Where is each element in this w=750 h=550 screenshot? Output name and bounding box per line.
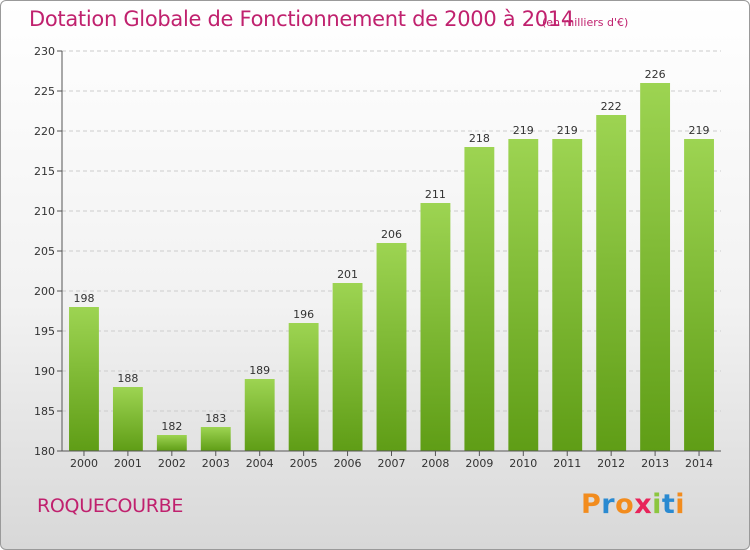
bar-value-label: 183 — [205, 412, 226, 425]
commune-name: ROQUECOURBE — [37, 495, 184, 517]
bar-value-label: 196 — [293, 308, 314, 321]
bar-value-label: 211 — [425, 188, 446, 201]
bar-value-label: 222 — [601, 100, 622, 113]
logo-letter: t — [661, 489, 676, 520]
x-tick-label: 2011 — [553, 457, 581, 470]
bar — [156, 435, 187, 451]
bar — [420, 203, 451, 451]
chart-subtitle: (en milliers d'€) — [542, 16, 629, 29]
x-tick-label: 2003 — [202, 457, 230, 470]
bar-value-label: 201 — [337, 268, 358, 281]
logo-letter: i — [675, 489, 686, 520]
bar — [376, 243, 407, 451]
bar-value-label: 206 — [381, 228, 402, 241]
logo-letter: o — [615, 489, 635, 520]
bar — [596, 115, 627, 451]
y-tick-label: 225 — [34, 85, 55, 98]
bar — [332, 283, 363, 451]
bar — [508, 139, 539, 451]
y-tick-label: 185 — [34, 405, 55, 418]
bar-value-label: 219 — [513, 124, 534, 137]
bars: 198 188 182 183 189 196 201 206 211 218 219 219 222 2… — [69, 68, 714, 451]
bar — [464, 147, 495, 451]
bar — [640, 83, 671, 451]
axes: 180 185 190 195 200 205 210 215 220 225 230 2000 200… — [34, 45, 721, 470]
y-tick-label: 205 — [34, 245, 55, 258]
x-tick-label: 2008 — [421, 457, 449, 470]
y-tick-label: 195 — [34, 325, 55, 338]
bar-value-label: 218 — [469, 132, 490, 145]
x-tick-label: 2005 — [290, 457, 318, 470]
x-tick-label: 2000 — [70, 457, 98, 470]
x-tick-label: 2013 — [641, 457, 669, 470]
logo-letter: P — [581, 489, 602, 520]
bar — [69, 307, 99, 451]
x-tick-label: 2001 — [114, 457, 142, 470]
bar — [112, 387, 143, 451]
y-tick-label: 190 — [34, 365, 55, 378]
bar — [244, 379, 275, 451]
x-tick-label: 2014 — [685, 457, 713, 470]
bar-value-label: 219 — [689, 124, 710, 137]
bar-value-label: 226 — [645, 68, 666, 81]
bar — [684, 139, 714, 451]
x-tick-label: 2009 — [465, 457, 493, 470]
x-tick-label: 2012 — [597, 457, 625, 470]
x-tick-label: 2002 — [158, 457, 186, 470]
bar — [288, 323, 319, 451]
y-tick-label: 220 — [34, 125, 55, 138]
bar-value-label: 182 — [161, 420, 182, 433]
y-tick-label: 210 — [34, 205, 55, 218]
x-tick-label: 2007 — [378, 457, 406, 470]
bar — [200, 427, 231, 451]
y-tick-label: 215 — [34, 165, 55, 178]
logo-letter: x — [634, 489, 653, 520]
bar-value-label: 198 — [73, 292, 94, 305]
x-tick-label: 2010 — [509, 457, 537, 470]
bar-value-label: 188 — [117, 372, 138, 385]
y-tick-label: 180 — [34, 445, 55, 458]
logo-letter: r — [601, 489, 616, 520]
proxiti-logo: Proxiti — [581, 489, 685, 520]
bar-value-label: 189 — [249, 364, 270, 377]
y-tick-label: 230 — [34, 45, 55, 58]
x-tick-label: 2004 — [246, 457, 274, 470]
chart-title: Dotation Globale de Fonctionnement de 20… — [29, 7, 574, 31]
logo-letter: i — [652, 489, 662, 520]
x-tick-label: 2006 — [334, 457, 362, 470]
bar-value-label: 219 — [557, 124, 578, 137]
y-tick-label: 200 — [34, 285, 55, 298]
bar — [552, 139, 583, 451]
